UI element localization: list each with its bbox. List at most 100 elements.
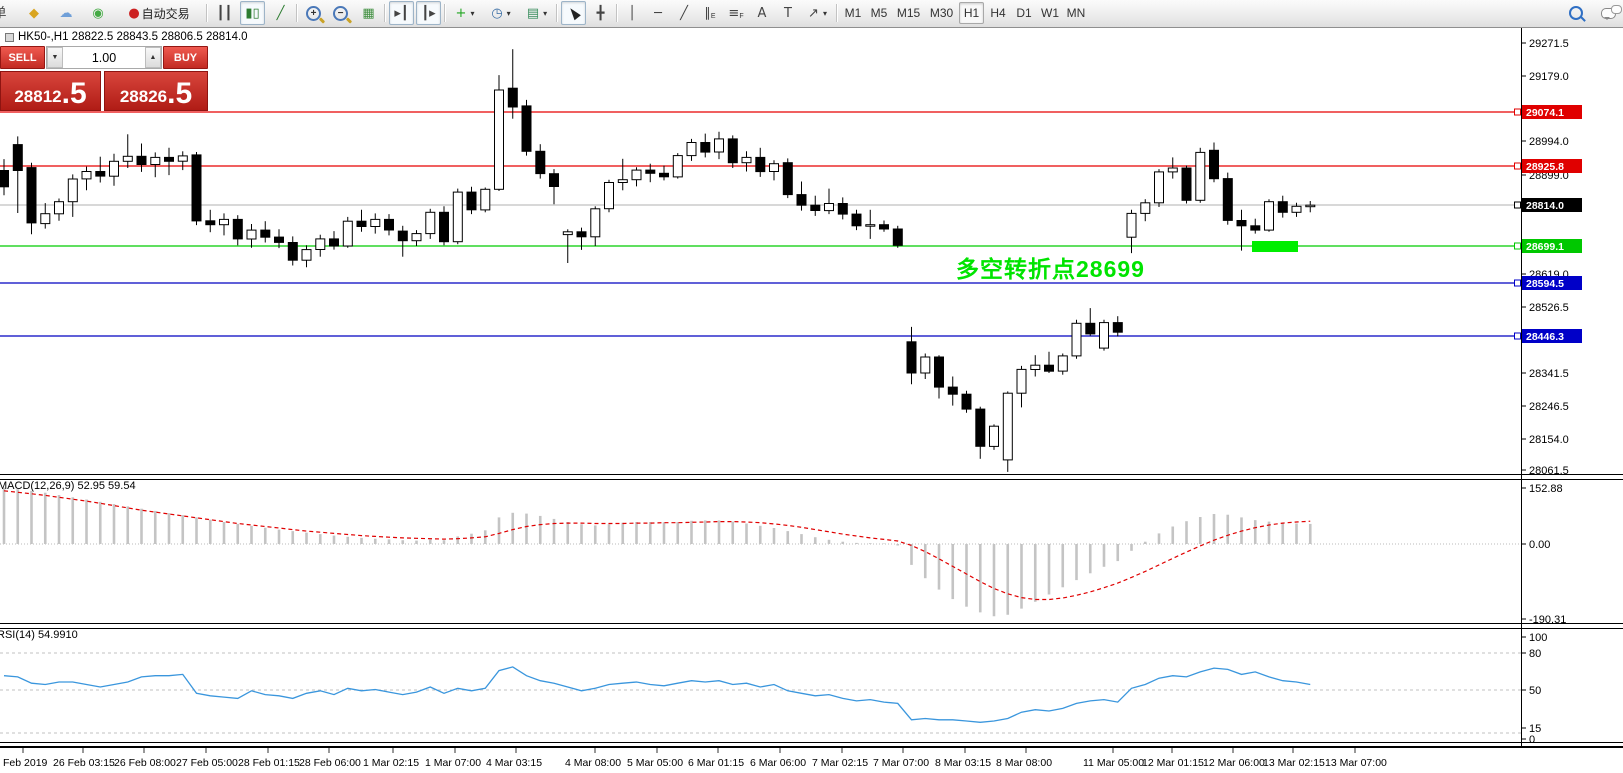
templates-button[interactable]: ▤ ▾ bbox=[521, 1, 553, 25]
volume-stepper[interactable]: ▼ 1.00 ▲ bbox=[46, 46, 162, 69]
time-tick-label: 7 Mar 07:00 bbox=[873, 757, 929, 769]
rsi-tick-label: 80 bbox=[1529, 648, 1541, 660]
timeframe-H4-button[interactable]: H4 bbox=[990, 6, 1006, 20]
cursor-button[interactable] bbox=[561, 1, 586, 25]
price-axis[interactable]: 29271.529179.028994.028899.028619.028526… bbox=[1514, 28, 1583, 747]
buy-button[interactable]: BUY bbox=[163, 46, 208, 69]
price-tick-label: 28526.5 bbox=[1529, 302, 1569, 314]
price-tick-label: 28994.0 bbox=[1529, 136, 1569, 148]
chat-icon bbox=[1600, 4, 1622, 20]
timeframe-M30-button[interactable]: M30 bbox=[929, 6, 954, 20]
text-icon: A bbox=[757, 5, 767, 21]
price-badge-label: 28925.8 bbox=[1526, 161, 1564, 173]
indicators-icon: + bbox=[455, 5, 467, 21]
volume-value[interactable]: 1.00 bbox=[63, 47, 145, 68]
equidistant-channel-button[interactable]: ∥ E bbox=[704, 5, 716, 21]
price-badge-label: 28594.5 bbox=[1526, 278, 1564, 290]
timeframe-M15-button[interactable]: M15 bbox=[896, 6, 921, 20]
timeframe-M5-button[interactable]: M5 bbox=[870, 6, 888, 20]
rsi-panel[interactable] bbox=[0, 652, 1521, 734]
crosshair-icon: ╋ bbox=[596, 5, 605, 21]
periods-icon: ◷ bbox=[491, 5, 503, 21]
timeframe-MN-button[interactable]: MN bbox=[1066, 6, 1086, 20]
text-button[interactable]: A bbox=[750, 1, 774, 25]
chart-line-button[interactable]: ╱ bbox=[268, 1, 293, 25]
timeframe-M1-button[interactable]: M1 bbox=[844, 6, 862, 20]
fibonacci-icon: ≡ bbox=[728, 5, 740, 21]
rsi-tick-label: 15 bbox=[1529, 723, 1541, 735]
chart-background bbox=[0, 28, 1623, 773]
trend-line-icon: ╱ bbox=[680, 5, 688, 21]
price-tick-label: 29271.5 bbox=[1529, 38, 1569, 50]
trend-line-button[interactable]: ╱ bbox=[672, 1, 696, 25]
chart-shift-button[interactable]: ┃▸ bbox=[416, 1, 441, 25]
new-order-button[interactable]: 单 bbox=[0, 1, 12, 25]
macd-tick-label: -190.31 bbox=[1529, 614, 1566, 626]
price-badge-label: 29074.1 bbox=[1526, 107, 1564, 119]
chart-canvas[interactable]: 29271.529179.028994.028899.028619.028526… bbox=[0, 28, 1623, 773]
chevron-down-icon: ▾ bbox=[506, 8, 511, 18]
auto-trading-button[interactable]: ● 自动交易 bbox=[116, 1, 202, 25]
timeframe-W1-button[interactable]: W1 bbox=[1041, 6, 1059, 20]
highlight-zone bbox=[1252, 241, 1298, 252]
indicators-button[interactable]: + ▾ bbox=[449, 1, 481, 25]
volume-decrease-icon[interactable]: ▼ bbox=[47, 47, 63, 68]
vertical-line-button[interactable]: │ bbox=[620, 1, 644, 25]
zoom-in-icon: + bbox=[306, 5, 321, 21]
toolbar-separator bbox=[444, 4, 446, 22]
time-tick-label: 28 Feb 06:00 bbox=[299, 757, 361, 769]
periods-button[interactable]: ◷ ▾ bbox=[485, 1, 517, 25]
search-button[interactable] bbox=[1563, 1, 1589, 25]
price-badge-label: 28814.0 bbox=[1526, 200, 1564, 212]
pivot-annotation: 多空转折点28699 bbox=[956, 256, 1145, 282]
price-tick-label: 28061.5 bbox=[1529, 465, 1569, 477]
time-tick-label: Feb 2019 bbox=[3, 757, 48, 769]
timeframe-D1-button[interactable]: D1 bbox=[1016, 6, 1032, 20]
price-tick-label: 28341.5 bbox=[1529, 368, 1569, 380]
signals-button[interactable]: ◉ bbox=[86, 1, 110, 25]
one-click-trade-panel: SELL ▼ 1.00 ▲ BUY 28812.5 28826.5 bbox=[0, 46, 208, 112]
time-tick-label: 13 Mar 07:00 bbox=[1325, 757, 1387, 769]
time-axis[interactable]: Feb 2019 26 Feb 03:15 26 Feb 08:00 27 Feb 0… bbox=[3, 748, 1387, 769]
time-tick-label: 1 Mar 02:15 bbox=[363, 757, 419, 769]
time-tick-label: 13 Mar 02:15 bbox=[1263, 757, 1325, 769]
text-label-button[interactable]: T bbox=[776, 1, 800, 25]
time-tick-label: 27 Feb 05:00 bbox=[176, 757, 238, 769]
auto-scroll-button[interactable]: ▸┃ bbox=[389, 1, 414, 25]
zoom-out-button[interactable]: − bbox=[328, 1, 353, 25]
horizontal-line-button[interactable]: ─ bbox=[646, 1, 670, 25]
shapes-button[interactable]: ↗ ▾ bbox=[802, 1, 833, 25]
rsi-tick-label: 0 bbox=[1529, 734, 1535, 746]
chart-line-icon: ╱ bbox=[276, 5, 285, 21]
zoom-in-button[interactable]: + bbox=[301, 1, 326, 25]
time-tick-label: 26 Feb 08:00 bbox=[114, 757, 176, 769]
cursor-icon bbox=[566, 5, 581, 21]
macd-panel[interactable] bbox=[0, 487, 1521, 617]
time-tick-label: 28 Feb 01:15 bbox=[238, 757, 300, 769]
chat-button[interactable] bbox=[1595, 1, 1622, 25]
equidistant-channel-icon: ∥ bbox=[704, 5, 711, 21]
candlesticks[interactable] bbox=[0, 49, 1316, 472]
fibonacci-button[interactable]: ≡ F bbox=[728, 5, 744, 21]
price-badge bbox=[1522, 239, 1582, 253]
time-tick-label: 6 Mar 01:15 bbox=[688, 757, 744, 769]
ask-price[interactable]: 28826.5 bbox=[104, 71, 208, 111]
horizontal-line-icon: ─ bbox=[654, 5, 662, 21]
chevron-down-icon: ▾ bbox=[822, 8, 827, 18]
bid-price[interactable]: 28812.5 bbox=[0, 71, 101, 111]
crosshair-button[interactable]: ╋ bbox=[588, 1, 613, 25]
templates-icon: ▤ bbox=[526, 5, 540, 21]
tile-windows-button[interactable]: ▦ bbox=[356, 1, 381, 25]
volume-increase-icon[interactable]: ▲ bbox=[145, 47, 161, 68]
macd-signal-line bbox=[3, 490, 1311, 601]
timeframe-H1-button[interactable]: H1 bbox=[959, 2, 984, 24]
rsi-tick-label: 50 bbox=[1529, 685, 1541, 697]
sell-button[interactable]: SELL bbox=[0, 46, 45, 69]
chart-bars-icon: ┃┃ bbox=[216, 5, 233, 21]
time-tick-label: 7 Mar 02:15 bbox=[812, 757, 868, 769]
chart-candles-button[interactable]: ▮▯ bbox=[240, 1, 265, 25]
new-chart-button[interactable]: ◆ bbox=[22, 1, 46, 25]
pane-dividers[interactable] bbox=[0, 474, 1623, 749]
market-watch-button[interactable]: ☁ bbox=[54, 1, 78, 25]
chart-bars-button[interactable]: ┃┃ bbox=[212, 1, 237, 25]
